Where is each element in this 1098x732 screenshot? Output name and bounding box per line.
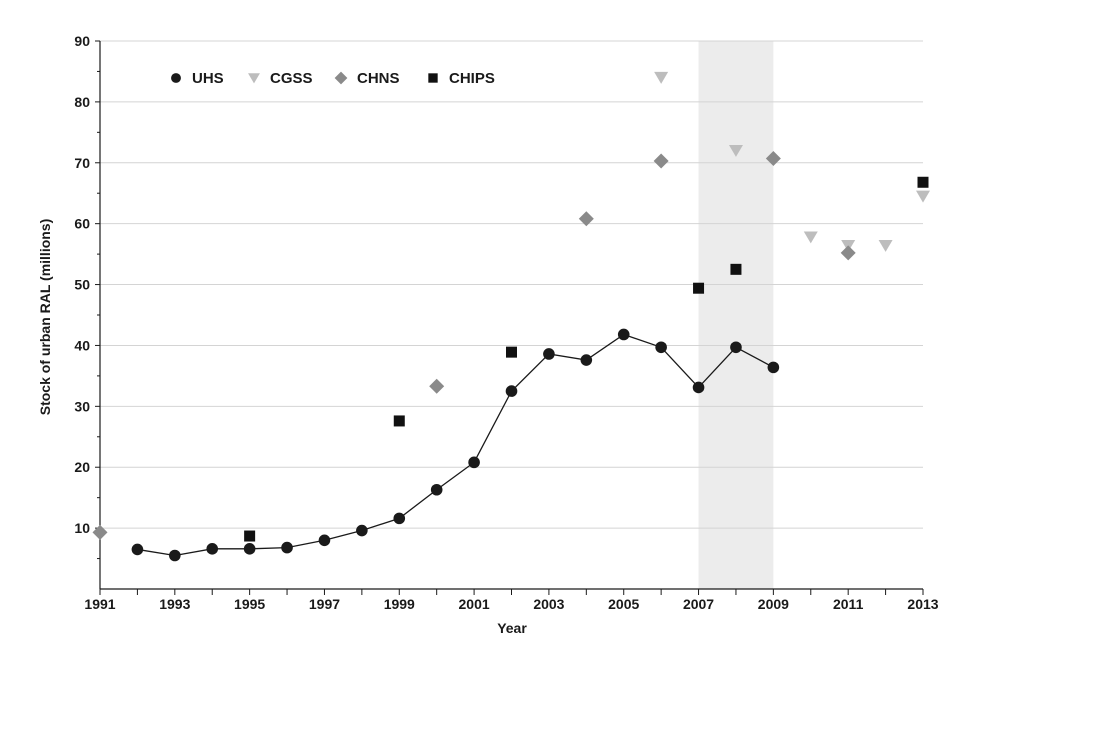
legend-label-cgss: CGSS [270,70,313,87]
x-tick-label: 2001 [459,596,490,612]
data-point-chns [840,245,856,261]
legend-marker-cgss [248,73,260,84]
data-point-cgss [654,71,669,84]
y-tick-label: 20 [74,459,90,475]
data-point-uhs [131,543,144,556]
x-tick-label: 2011 [833,596,864,612]
x-axis-title: Year [497,620,527,636]
x-tick-label: 2003 [533,596,564,612]
data-point-cgss [728,145,743,157]
data-points [92,71,930,562]
data-point-uhs [393,512,406,525]
axes: 10 20 30 40 50 60 70 80 90 1991 1993 1995 1997 1999 20… [74,33,938,612]
data-point-uhs [505,385,518,397]
data-point-uhs [655,341,667,354]
data-point-uhs [543,348,555,360]
x-tick-label: 1997 [309,596,340,612]
data-point-chips [693,282,705,294]
data-point-uhs [318,534,331,547]
legend: UHS CGSS CHNS CHIPS [171,70,495,87]
y-axis-title: Stock of urban RAL (millions) [37,219,53,416]
y-tick-label: 30 [74,398,90,414]
data-point-uhs [767,361,780,374]
x-tick-label: 1991 [84,596,115,612]
data-point-cgss [916,190,930,203]
y-tick-label: 40 [74,337,90,353]
series-line-uhs [137,333,774,557]
y-tick-label: 50 [74,277,90,293]
legend-marker-chns [334,71,348,85]
data-point-cgss [803,231,818,244]
legend-marker-chips [428,73,438,83]
gridlines [100,40,923,529]
y-tick-label: 60 [74,216,90,232]
data-point-chns [92,524,108,540]
y-tick-label: 90 [74,33,90,49]
x-tick-label: 1999 [384,596,415,612]
x-tick-label: 2013 [907,596,938,612]
y-tick-label: 70 [74,155,90,171]
data-point-uhs [206,543,219,555]
data-point-chips [730,263,742,275]
legend-label-chns: CHNS [357,70,400,87]
x-tick-label: 2005 [608,596,639,612]
data-point-uhs [169,549,181,562]
y-tick-label: 80 [74,94,90,110]
data-point-uhs [243,543,256,555]
data-point-uhs [430,483,443,496]
data-point-uhs [692,381,705,394]
x-tick-label: 2009 [758,596,789,612]
data-point-uhs [356,524,368,537]
data-point-uhs [580,354,593,366]
series-lines [137,333,774,557]
data-point-uhs [730,341,742,354]
legend-marker-uhs [171,73,181,83]
data-point-chips [506,346,517,358]
data-point-chips [393,415,405,427]
data-point-chips [244,530,256,542]
shaded-region-layer [698,41,774,589]
y-tick-label: 10 [74,520,90,536]
data-point-cgss [878,239,893,252]
data-point-uhs [468,456,480,469]
legend-label-chips: CHIPS [449,70,495,87]
shaded-region [698,41,774,589]
data-point-chns [653,153,669,169]
legend-label-uhs: UHS [192,70,224,87]
data-point-chns [765,151,781,167]
data-point-uhs [617,328,630,341]
data-point-chns [578,211,594,227]
data-point-chips [917,176,929,188]
data-point-chns [429,378,445,394]
data-point-uhs [281,541,293,554]
x-tick-label: 2007 [683,596,714,612]
x-tick-label: 1995 [234,596,265,612]
x-tick-label: 1993 [159,596,190,612]
